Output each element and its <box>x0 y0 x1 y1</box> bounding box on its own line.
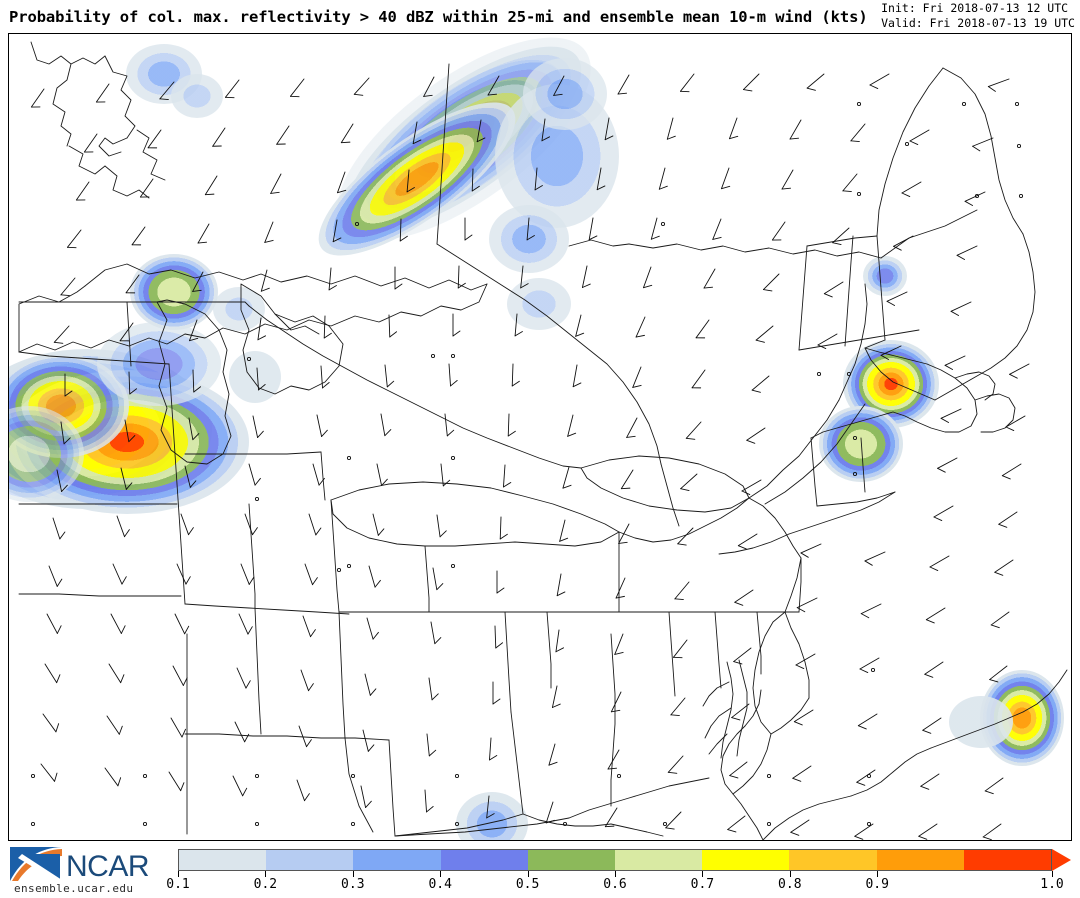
ncar-logo-text: NCAR <box>66 850 149 883</box>
colorbar-tick-label: 0.2 <box>253 877 278 892</box>
colorbar-segment-0.4 <box>440 850 528 870</box>
colorbar-tick <box>527 871 529 877</box>
map-canvas <box>9 37 1068 840</box>
probability-field <box>9 37 1064 840</box>
colorbar-segment-0.1 <box>179 850 267 870</box>
colorbar-segment-1.0 <box>963 850 1052 870</box>
colorbar-gradient[interactable] <box>178 849 1052 871</box>
colorbar-tick <box>440 871 442 877</box>
colorbar-tick-label: 0.5 <box>515 877 540 892</box>
colorbar-tick-label: 0.9 <box>865 877 889 892</box>
colorbar-tick-label: 0.3 <box>341 877 365 892</box>
colorbar-tick-label: 0.4 <box>428 877 452 892</box>
colorbar-tick <box>178 871 179 877</box>
header-bar: Probability of col. max. reflectivity > … <box>0 0 1080 33</box>
colorbar-tick <box>1052 871 1053 877</box>
colorbar-tick-label: 1.0 <box>1040 877 1064 892</box>
colorbar[interactable]: 0.1 0.2 0.3 0.4 0.5 0.6 0.7 0.8 0.9 1.0 <box>166 848 1071 894</box>
wind-barb-field <box>30 73 1030 840</box>
colorbar-tick <box>789 871 791 877</box>
colorbar-segment-0.9 <box>876 850 964 870</box>
page-title: Probability of col. max. reflectivity > … <box>9 8 868 26</box>
colorbar-extend-arrow <box>1052 848 1071 871</box>
colorbar-tick-label: 0.1 <box>166 877 190 892</box>
colorbar-tick <box>265 871 267 877</box>
colorbar-segment-0.8 <box>789 850 877 870</box>
colorbar-segment-0.7 <box>702 850 790 870</box>
valid-time-label: Valid: Fri 2018-07-13 19 UTC <box>881 16 1075 30</box>
colorbar-tick-label: 0.6 <box>603 877 627 892</box>
colorbar-segment-0.6 <box>615 850 703 870</box>
colorbar-segment-0.5 <box>527 850 616 870</box>
colorbar-segment-0.2 <box>266 850 354 870</box>
map-plot-area[interactable] <box>8 33 1072 841</box>
colorbar-tick <box>352 871 354 877</box>
forecast-times: Init: Fri 2018-07-13 12 UTC Valid: Fri 2… <box>881 1 1075 31</box>
geography-outlines <box>18 41 1068 840</box>
ncar-url-label: ensemble.ucar.edu <box>14 882 134 895</box>
colorbar-segment-0.3 <box>353 850 441 870</box>
colorbar-tick-label: 0.8 <box>778 877 802 892</box>
colorbar-tick <box>702 871 704 877</box>
init-time-label: Init: Fri 2018-07-13 12 UTC <box>881 1 1069 15</box>
colorbar-tick <box>615 871 616 877</box>
ncar-logo-svg: NCAR <box>10 847 150 883</box>
colorbar-tick <box>877 871 879 877</box>
colorbar-tick-label: 0.7 <box>690 877 715 892</box>
ncar-logo: NCAR <box>8 846 174 896</box>
footer-bar: NCAR ensemble.ucar.edu 0.1 0.2 0.3 0.4 0.5 0.… <box>0 843 1080 898</box>
